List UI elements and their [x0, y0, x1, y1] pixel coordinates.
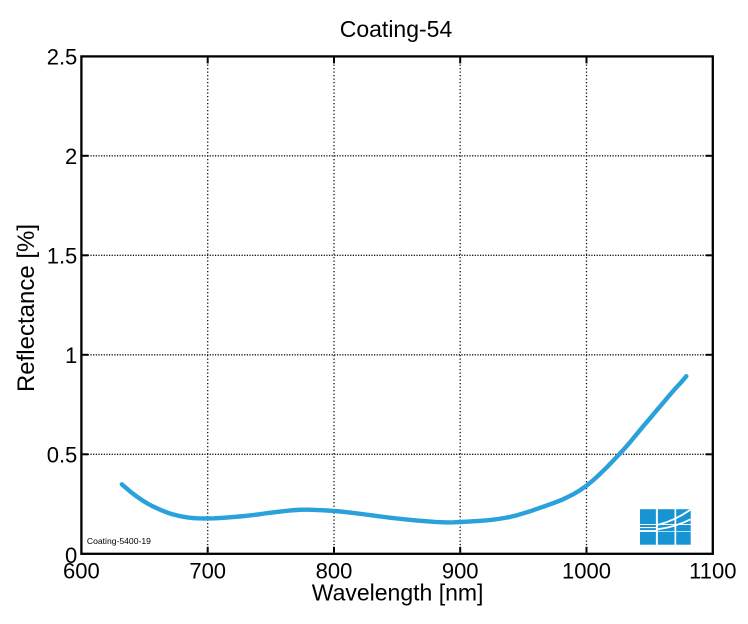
svg-text:800: 800: [316, 558, 353, 583]
svg-text:Wavelength [nm]: Wavelength [nm]: [312, 579, 484, 605]
svg-text:1.5: 1.5: [47, 243, 78, 268]
svg-text:0: 0: [65, 543, 77, 568]
svg-text:Reflectance [%]: Reflectance [%]: [13, 224, 40, 392]
svg-text:0.5: 0.5: [47, 442, 78, 467]
svg-text:600: 600: [63, 558, 100, 583]
svg-text:Coating-5400-19: Coating-5400-19: [87, 536, 151, 546]
svg-text:1000: 1000: [562, 558, 611, 583]
svg-text:700: 700: [189, 558, 226, 583]
svg-text:900: 900: [442, 558, 479, 583]
svg-text:1100: 1100: [689, 558, 736, 583]
svg-text:1: 1: [65, 343, 77, 368]
svg-text:2: 2: [65, 144, 77, 169]
svg-text:Coating-54: Coating-54: [340, 16, 453, 42]
svg-text:2.5: 2.5: [47, 44, 78, 69]
